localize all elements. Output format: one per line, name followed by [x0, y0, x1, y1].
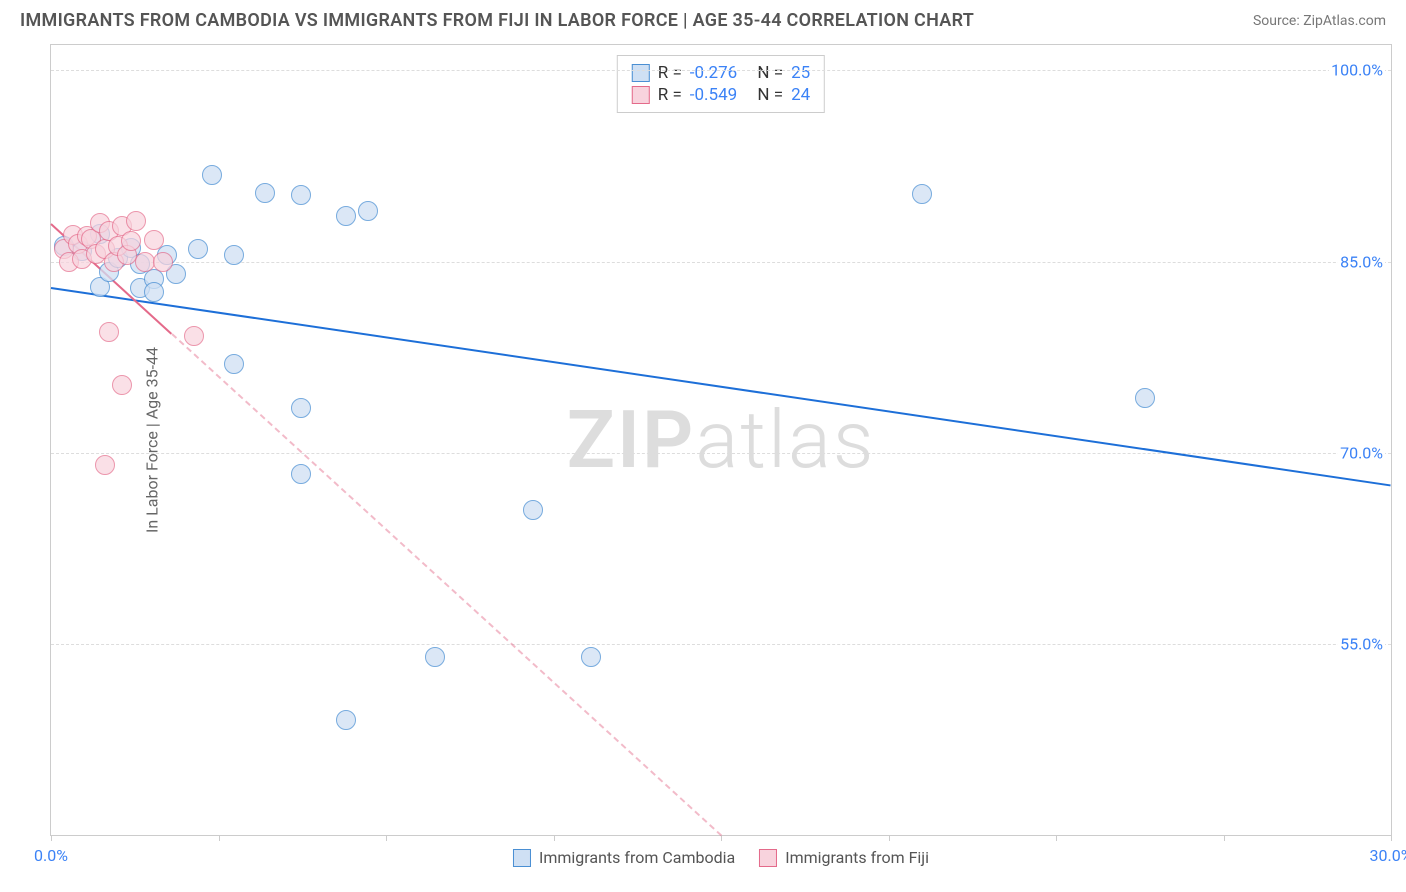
data-point — [1135, 388, 1155, 408]
data-point — [291, 398, 311, 418]
data-point — [255, 183, 275, 203]
data-point — [202, 165, 222, 185]
data-point — [358, 201, 378, 221]
correlation-legend: R = -0.276 N = 25 R = -0.549 N = 24 — [617, 55, 825, 113]
data-point — [153, 252, 173, 272]
gridline — [51, 644, 1391, 645]
gridline — [51, 70, 1391, 71]
y-tick-label: 70.0% — [1338, 443, 1385, 462]
correlation-scatter-chart: ZIPatlas In Labor Force | Age 35-44 R = … — [50, 44, 1392, 836]
x-tick-label: 30.0% — [1370, 846, 1406, 865]
title-bar: IMMIGRANTS FROM CAMBODIA VS IMMIGRANTS F… — [0, 0, 1406, 37]
data-point — [425, 647, 445, 667]
legend-row-fiji: R = -0.549 N = 24 — [632, 84, 810, 106]
x-tick — [51, 835, 52, 841]
data-point — [121, 231, 141, 251]
data-point — [523, 500, 543, 520]
data-point — [112, 375, 132, 395]
x-tick — [219, 835, 220, 841]
x-tick — [1391, 835, 1392, 841]
y-tick-label: 85.0% — [1338, 252, 1385, 271]
chart-title: IMMIGRANTS FROM CAMBODIA VS IMMIGRANTS F… — [20, 10, 974, 31]
data-point — [224, 354, 244, 374]
data-point — [291, 185, 311, 205]
data-point — [912, 184, 932, 204]
data-point — [581, 647, 601, 667]
data-point — [126, 211, 146, 231]
series-legend: Immigrants from Cambodia Immigrants from… — [513, 848, 929, 867]
swatch-fiji — [632, 86, 650, 104]
gridline — [51, 453, 1391, 454]
x-tick — [554, 835, 555, 841]
data-point — [336, 710, 356, 730]
legend-row-cambodia: R = -0.276 N = 25 — [632, 62, 810, 84]
x-tick — [1056, 835, 1057, 841]
x-tick — [386, 835, 387, 841]
data-point — [224, 245, 244, 265]
data-point — [291, 464, 311, 484]
x-tick — [721, 835, 722, 841]
data-point — [188, 239, 208, 259]
data-point — [95, 455, 115, 475]
trend-line — [171, 334, 722, 837]
y-tick-label: 100.0% — [1329, 61, 1385, 80]
trend-line — [51, 287, 1391, 486]
legend-item-cambodia: Immigrants from Cambodia — [513, 848, 735, 867]
gridline — [51, 262, 1391, 263]
legend-item-fiji: Immigrants from Fiji — [759, 848, 929, 867]
x-tick — [1224, 835, 1225, 841]
data-point — [144, 230, 164, 250]
watermark: ZIPatlas — [567, 393, 876, 487]
y-axis-label: In Labor Force | Age 35-44 — [143, 347, 162, 533]
x-tick — [889, 835, 890, 841]
data-point — [336, 206, 356, 226]
x-tick-label: 0.0% — [34, 846, 68, 865]
swatch-cambodia-icon — [513, 849, 531, 867]
source-label: Source: ZipAtlas.com — [1253, 13, 1386, 29]
data-point — [184, 326, 204, 346]
data-point — [144, 282, 164, 302]
swatch-fiji-icon — [759, 849, 777, 867]
data-point — [99, 322, 119, 342]
swatch-cambodia — [632, 64, 650, 82]
y-tick-label: 55.0% — [1338, 634, 1385, 653]
